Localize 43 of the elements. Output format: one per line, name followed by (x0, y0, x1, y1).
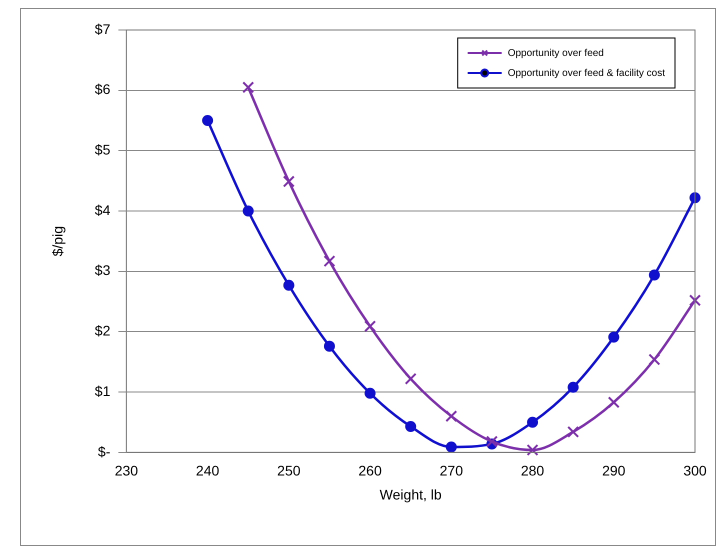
point (648, 354, 660, 366)
point (242, 81, 254, 94)
x-tick-label: 240 (196, 462, 220, 479)
point (364, 388, 376, 399)
point (608, 332, 620, 343)
x-tick-label: 250 (277, 462, 301, 479)
point (608, 396, 620, 408)
point (445, 410, 458, 422)
point (202, 115, 214, 126)
point (404, 372, 417, 385)
point (364, 320, 376, 332)
x-axis-title: Weight, lb (380, 486, 442, 502)
x-tick-label: 280 (520, 462, 544, 479)
point (486, 436, 498, 448)
point (282, 176, 295, 188)
point (567, 426, 580, 438)
x-tick-label: 300 (683, 462, 707, 479)
y-tick-label: $- (98, 443, 111, 460)
x-tick-label: 260 (358, 462, 382, 479)
y-tick-label: $6 (94, 81, 111, 98)
point (648, 269, 660, 280)
y-tick-label: $2 (94, 322, 111, 339)
point (324, 340, 335, 352)
point (446, 441, 457, 452)
point (527, 416, 538, 428)
point (689, 294, 701, 306)
point (324, 255, 336, 268)
x-tick-label: 230 (114, 462, 138, 479)
legend-label: Opportunity over feed (508, 48, 604, 59)
legend-label: Opportunity over feed & facility cost (508, 68, 666, 79)
y-tick-label: $1 (94, 382, 111, 399)
y-tick-label: $3 (94, 262, 111, 278)
point (568, 382, 579, 393)
x-tick-label: 270 (440, 462, 464, 479)
y-tick-label: $5 (94, 142, 111, 158)
y-tick-label: $4 (94, 202, 111, 218)
point (405, 420, 416, 432)
y-axis-title: $/pig (49, 226, 66, 256)
y-tick-label: $7 (94, 20, 111, 37)
point (526, 444, 538, 456)
x-tick-label: 290 (602, 462, 626, 479)
point (283, 280, 294, 291)
point (242, 206, 254, 217)
